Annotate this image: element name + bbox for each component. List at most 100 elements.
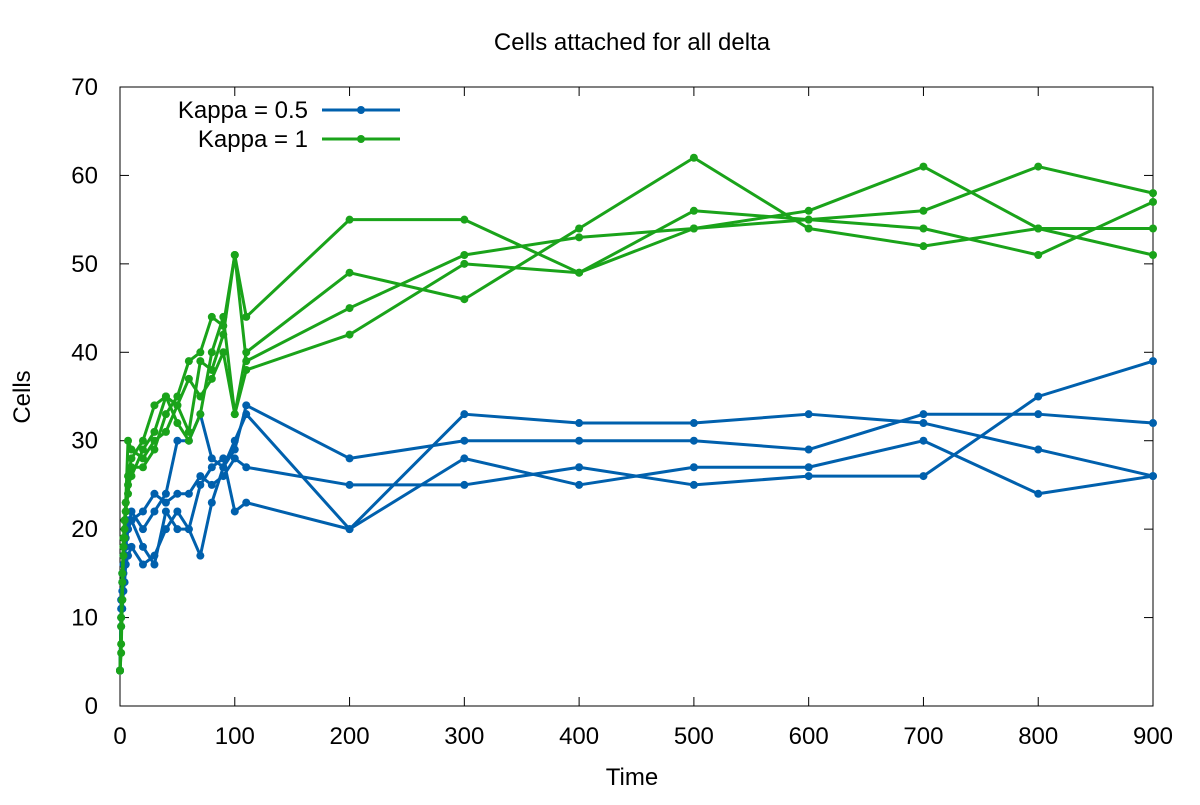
data-point	[219, 348, 228, 357]
series-line	[118, 359, 1154, 671]
data-point	[173, 419, 182, 428]
data-point	[345, 330, 354, 339]
data-point	[1034, 410, 1043, 419]
data-point	[460, 454, 469, 463]
data-point	[184, 374, 193, 383]
data-point	[919, 410, 928, 419]
data-point	[804, 215, 813, 224]
data-point	[138, 525, 147, 534]
data-point	[575, 480, 584, 489]
data-point	[919, 162, 928, 171]
data-point	[919, 472, 928, 481]
data-point	[804, 410, 813, 419]
x-tick-label: 500	[674, 723, 714, 750]
legend-label: Kappa = 1	[198, 126, 308, 153]
data-point	[345, 268, 354, 277]
data-point	[1034, 445, 1043, 454]
data-point	[575, 463, 584, 472]
data-point	[575, 233, 584, 242]
series-kappa-1	[116, 153, 1157, 675]
series-line	[118, 412, 1154, 671]
data-point	[689, 419, 698, 428]
data-point	[804, 463, 813, 472]
legend-swatch-point	[357, 135, 365, 143]
data-point	[689, 206, 698, 215]
data-point	[689, 224, 698, 233]
data-point	[138, 436, 147, 445]
data-point	[161, 427, 170, 436]
data-point	[230, 507, 239, 516]
data-point	[1034, 392, 1043, 401]
data-point	[460, 251, 469, 260]
data-point	[161, 410, 170, 419]
data-point	[219, 454, 228, 463]
data-point	[127, 445, 136, 454]
data-point	[184, 489, 193, 498]
data-point	[575, 419, 584, 428]
chart-title: Cells attached for all delta	[494, 29, 771, 56]
y-tick-label: 50	[71, 251, 98, 278]
y-tick-label: 30	[71, 428, 98, 455]
data-point	[150, 507, 159, 516]
data-point	[207, 454, 216, 463]
series-line	[118, 200, 1154, 671]
series-layer	[116, 153, 1157, 675]
data-point	[919, 436, 928, 445]
data-point	[161, 507, 170, 516]
data-point	[460, 410, 469, 419]
legend-swatch-point	[357, 106, 365, 114]
data-point	[1149, 197, 1157, 206]
data-point	[460, 215, 469, 224]
data-point	[1149, 251, 1157, 260]
data-point	[173, 489, 182, 498]
data-point	[1149, 357, 1157, 366]
x-tick-label: 800	[1018, 723, 1058, 750]
data-point	[460, 436, 469, 445]
data-point	[196, 348, 205, 357]
data-point	[689, 480, 698, 489]
data-point	[161, 498, 170, 507]
x-tick-label: 600	[789, 723, 829, 750]
data-point	[219, 330, 228, 339]
data-point	[919, 419, 928, 428]
data-point	[230, 445, 239, 454]
data-point	[161, 489, 170, 498]
data-point	[230, 251, 239, 260]
data-point	[919, 242, 928, 251]
data-point	[1034, 162, 1043, 171]
data-point	[207, 463, 216, 472]
data-point	[173, 507, 182, 516]
data-point	[460, 295, 469, 304]
data-point	[124, 480, 133, 489]
x-axis-label: Time	[606, 764, 658, 791]
data-point	[184, 357, 193, 366]
data-point	[1149, 419, 1157, 428]
data-point	[242, 401, 251, 410]
data-point	[124, 436, 133, 445]
data-point	[919, 206, 928, 215]
data-point	[1149, 224, 1157, 233]
data-point	[127, 542, 136, 551]
data-point	[150, 427, 159, 436]
data-point	[804, 224, 813, 233]
data-point	[196, 472, 205, 481]
y-tick-label: 0	[85, 693, 98, 720]
data-point	[150, 401, 159, 410]
data-point	[1034, 224, 1043, 233]
data-point	[345, 480, 354, 489]
data-point	[150, 445, 159, 454]
data-point	[1034, 489, 1043, 498]
data-point	[207, 365, 216, 374]
data-point	[138, 542, 147, 551]
data-point	[207, 480, 216, 489]
data-point	[1034, 251, 1043, 260]
y-tick-label: 60	[71, 162, 98, 189]
data-point	[118, 578, 127, 587]
y-tick-label: 10	[71, 605, 98, 632]
y-tick-label: 20	[71, 516, 98, 543]
data-point	[242, 357, 251, 366]
data-point	[196, 551, 205, 560]
data-point	[207, 348, 216, 357]
data-point	[242, 498, 251, 507]
